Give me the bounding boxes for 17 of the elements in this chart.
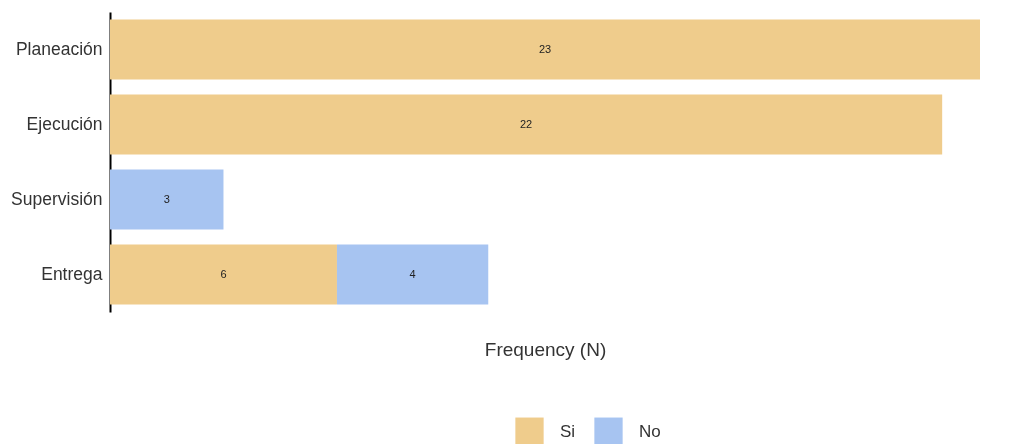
- legend-label: No: [639, 421, 661, 441]
- legend-label: Si: [560, 421, 576, 441]
- data-label: 4: [409, 267, 416, 280]
- bar: [110, 94, 943, 155]
- y-tick-label: Ejecución: [26, 113, 103, 134]
- x-axis-title: Frequency (N): [484, 338, 607, 360]
- data-label: 22: [519, 117, 533, 130]
- y-tick-label: Entrega: [41, 263, 103, 284]
- data-label: 23: [538, 42, 552, 55]
- bar: [336, 244, 489, 305]
- y-tick-label: Supervisión: [11, 188, 103, 209]
- bar: [110, 19, 980, 80]
- data-label: 6: [220, 267, 227, 280]
- data-label: 3: [163, 192, 170, 205]
- bar: [110, 244, 337, 305]
- y-tick-label: Planeación: [15, 38, 103, 59]
- bar: [110, 169, 224, 230]
